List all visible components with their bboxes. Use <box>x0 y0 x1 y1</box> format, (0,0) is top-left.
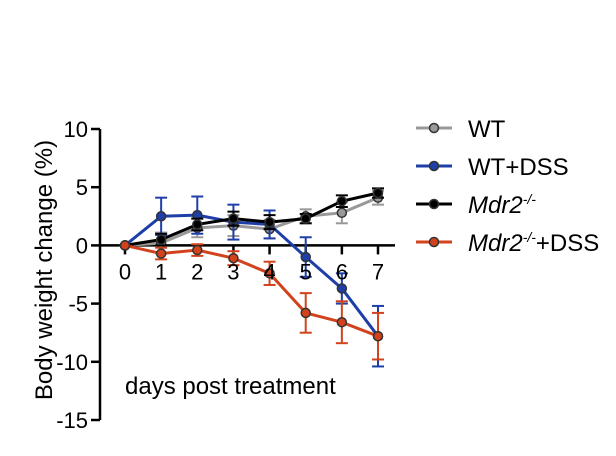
data-point <box>155 248 167 259</box>
y-tick-label: -15 <box>56 408 88 433</box>
series-line <box>124 213 380 338</box>
x-tick-label: 6 <box>336 259 348 284</box>
data-point <box>372 187 384 199</box>
data-point <box>372 330 384 342</box>
data-point <box>300 213 311 224</box>
y-tick-label: 0 <box>76 233 88 258</box>
y-tick-label: -10 <box>56 350 88 375</box>
x-tick-label: 1 <box>155 259 167 284</box>
legend-marker <box>428 236 440 248</box>
x-tick-label: 7 <box>372 259 384 284</box>
data-point <box>155 211 167 222</box>
data-point <box>336 316 348 328</box>
y-tick-label: 10 <box>64 117 88 142</box>
series-line <box>124 243 379 338</box>
legend-label: WT+DSS <box>468 154 569 181</box>
data-point <box>336 283 348 294</box>
x-tick-label: 0 <box>119 259 131 284</box>
series-line <box>124 196 379 247</box>
data-point <box>300 251 311 263</box>
legend-entry: WT+DSS <box>416 154 569 181</box>
x-axis-title: days post treatment <box>125 373 336 400</box>
data-point <box>119 240 131 251</box>
series-mdr2- <box>119 187 384 251</box>
data-point <box>336 195 348 207</box>
x-tick-label: 2 <box>191 259 203 284</box>
data-point <box>300 307 311 319</box>
series-layer <box>119 187 384 368</box>
y-tick-label: -5 <box>68 292 88 317</box>
data-point <box>228 252 239 264</box>
x-tick-label: 5 <box>300 259 312 284</box>
legend-entry: Mdr2-/- <box>416 191 536 219</box>
x-tick-label: 3 <box>227 259 239 284</box>
data-point <box>228 213 239 224</box>
legend-label: Mdr2-/-+DSS <box>468 229 599 257</box>
legend-marker <box>428 122 440 134</box>
legend-marker <box>428 198 440 210</box>
data-point <box>192 244 203 256</box>
legend-label: Mdr2-/- <box>468 191 536 219</box>
data-point <box>264 216 275 228</box>
series-mdr2-dss <box>119 240 384 361</box>
series-line <box>124 191 379 247</box>
data-point <box>336 207 348 219</box>
legend-marker <box>428 160 440 172</box>
data-point <box>264 268 275 279</box>
y-tick-label: 5 <box>76 175 88 200</box>
legend-label: WT <box>468 116 506 143</box>
data-point <box>155 234 167 245</box>
legend: WT WT+DSS Mdr2-/- Mdr2-/-+DSS <box>416 116 599 257</box>
x-tick-label: 4 <box>263 259 275 284</box>
legend-entry: WT <box>416 116 506 143</box>
y-axis-title: Body weight change (%) <box>31 140 58 400</box>
data-point <box>192 219 203 230</box>
legend-entry: Mdr2-/-+DSS <box>416 229 599 257</box>
